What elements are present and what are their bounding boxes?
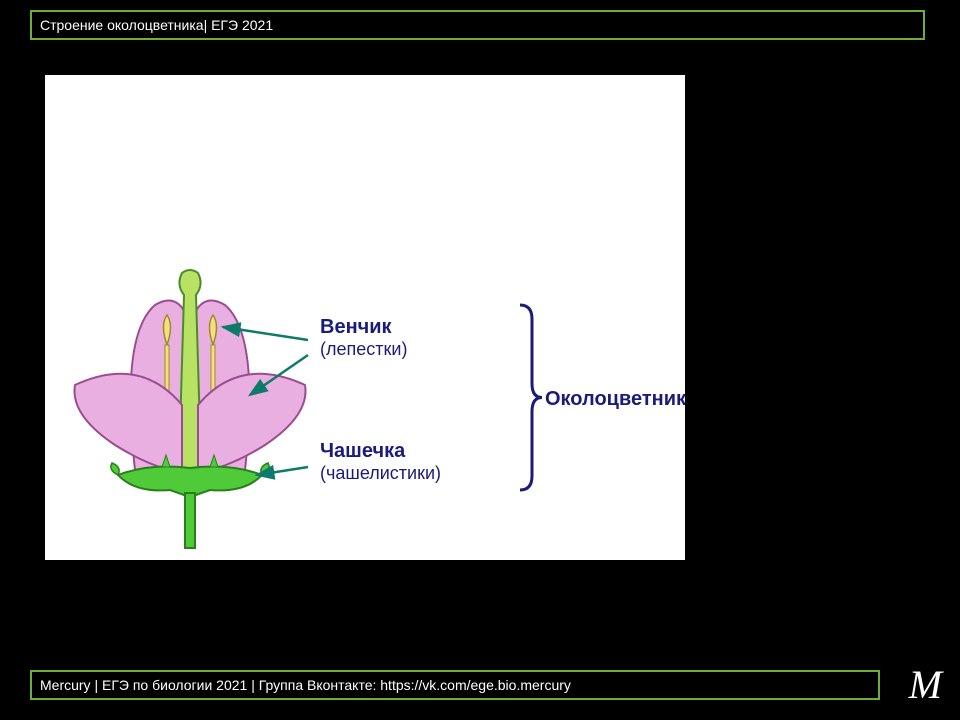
- flower-diagram: Венчик(лепестки) Чашечка(чашелистики) Окол…: [45, 75, 685, 560]
- footer-box: Mercury | ЕГЭ по биологии 2021 | Группа …: [30, 670, 880, 700]
- label-calyx-main: Чашечка: [320, 440, 406, 462]
- label-corolla-sub: (лепестки): [320, 339, 407, 359]
- label-calyx-sub: (чашелистики): [320, 463, 441, 483]
- logo-mark: M: [909, 661, 942, 708]
- stem: [185, 493, 195, 548]
- footer-text: Mercury | ЕГЭ по биологии 2021 | Группа …: [40, 677, 571, 693]
- label-corolla-main: Венчик: [320, 316, 393, 338]
- diagram-panel: Венчик(лепестки) Чашечка(чашелистики) Окол…: [45, 75, 685, 560]
- brace-icon: [520, 305, 542, 490]
- sepals: [118, 467, 262, 495]
- header-title: Строение околоцветника| ЕГЭ 2021: [40, 17, 273, 33]
- header-box: Строение околоцветника| ЕГЭ 2021: [30, 10, 925, 40]
- label-perianth: Околоцветник: [545, 388, 685, 410]
